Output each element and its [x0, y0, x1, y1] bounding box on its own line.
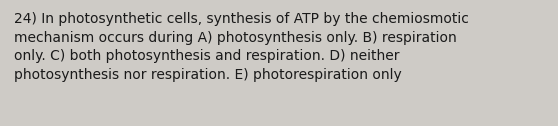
- Text: 24) In photosynthetic cells, synthesis of ATP by the chemiosmotic
mechanism occu: 24) In photosynthetic cells, synthesis o…: [14, 12, 469, 82]
